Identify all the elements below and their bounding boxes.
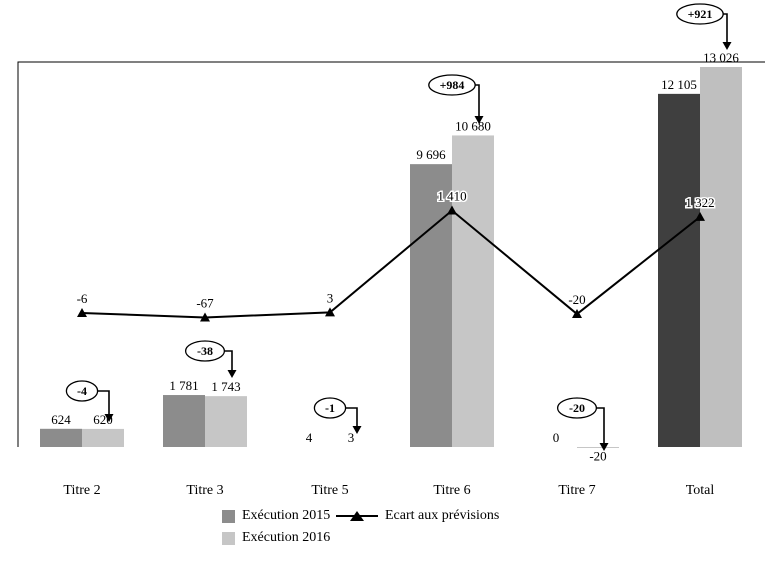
annotation-arrowhead: [104, 414, 114, 422]
line-value-label: 1 410: [437, 189, 466, 204]
bar-value-label: 10 680: [455, 118, 491, 133]
line-marker-triangle: [77, 308, 87, 318]
category-label: Total: [686, 483, 715, 498]
category-label: Titre 6: [433, 483, 470, 498]
legend-item-ecart: Ecart aux prévisions: [336, 508, 499, 524]
line-value-label: 3: [327, 290, 334, 305]
annotation-oval: [556, 397, 598, 419]
bar-value-label: 13 026: [703, 50, 739, 65]
bar-value-label: 624: [51, 412, 71, 427]
bar-value-label: 4: [306, 430, 313, 445]
line-marker-triangle: [572, 309, 582, 319]
bar-serie2-titre-6: [452, 135, 494, 447]
bar-serie2-titre-2: [82, 428, 124, 447]
bar-serie1-titre-3: [163, 395, 205, 447]
annotation-label: -38: [197, 344, 213, 358]
legend-line-marker-icon: [336, 510, 378, 522]
bar-serie1-total: [658, 93, 700, 448]
bar-serie1-titre-2: [40, 428, 82, 447]
category-label: Titre 2: [63, 483, 100, 498]
category-label: Titre 3: [186, 483, 223, 498]
legend-line-icon-svg: [336, 511, 378, 521]
annotation-arrow-line: [345, 407, 358, 427]
bar-value-label: 3: [348, 430, 355, 445]
category-label: Titre 5: [311, 483, 348, 498]
bar-value-label: 0: [553, 430, 560, 445]
annotation-arrowhead: [227, 370, 237, 378]
annotation-arrowhead: [352, 426, 362, 434]
bar-value-label: 9 696: [416, 147, 446, 162]
category-label: Titre 7: [558, 483, 595, 498]
annotation-label: -1: [325, 401, 335, 415]
annotation-arrow-line: [596, 407, 605, 444]
annotation-arrowhead: [722, 42, 732, 50]
legend-label-execution-2016: Exécution 2016: [242, 530, 331, 545]
line-value-label: -20: [568, 292, 585, 307]
bar-value-label: 12 105: [661, 77, 697, 92]
legend-label-ecart: Ecart aux prévisions: [385, 508, 500, 523]
annotation-label: +984: [440, 78, 465, 92]
annotation-arrow-line: [723, 13, 728, 43]
line-value-label: -6: [77, 291, 88, 306]
plot-border: [17, 61, 765, 447]
legend-item-execution-2015: Exécution 2015: [222, 508, 330, 524]
line-marker-triangle: [200, 312, 210, 322]
legend-item-execution-2016: Exécution 2016: [222, 530, 330, 546]
annotation-label: -4: [77, 384, 87, 398]
ecart-line: [81, 209, 701, 319]
bar-serie2-titre-7: [577, 447, 619, 448]
line-marker-triangle: [695, 211, 705, 221]
annotation-label: +921: [688, 7, 713, 21]
legend-label-execution-2015: Exécution 2015: [242, 508, 331, 523]
annotation-oval: [428, 74, 476, 96]
line-marker-triangle: [325, 307, 335, 317]
annotation-arrowhead: [474, 116, 484, 124]
line-value-label: 1 322: [685, 195, 714, 210]
bar-serie2-titre-3: [205, 396, 247, 447]
bar-serie1-titre-6: [410, 164, 452, 448]
annotation-arrow-line: [97, 390, 110, 415]
legend-swatch-execution-2015: [222, 509, 235, 523]
bar-value-label: 1 781: [169, 378, 198, 393]
bar-value-label: 1 743: [211, 379, 240, 394]
line-value-label: -67: [196, 295, 214, 310]
bar-value-label: -20: [589, 449, 606, 464]
legend-swatch-execution-2016: [222, 531, 235, 545]
annotation-arrow-line: [475, 84, 480, 117]
annotation-arrow-line: [224, 350, 233, 371]
line-marker-triangle: [447, 205, 457, 215]
bar-serie2-total: [700, 67, 742, 447]
annotation-label: -20: [569, 401, 585, 415]
annotation-arrowhead: [599, 443, 609, 451]
